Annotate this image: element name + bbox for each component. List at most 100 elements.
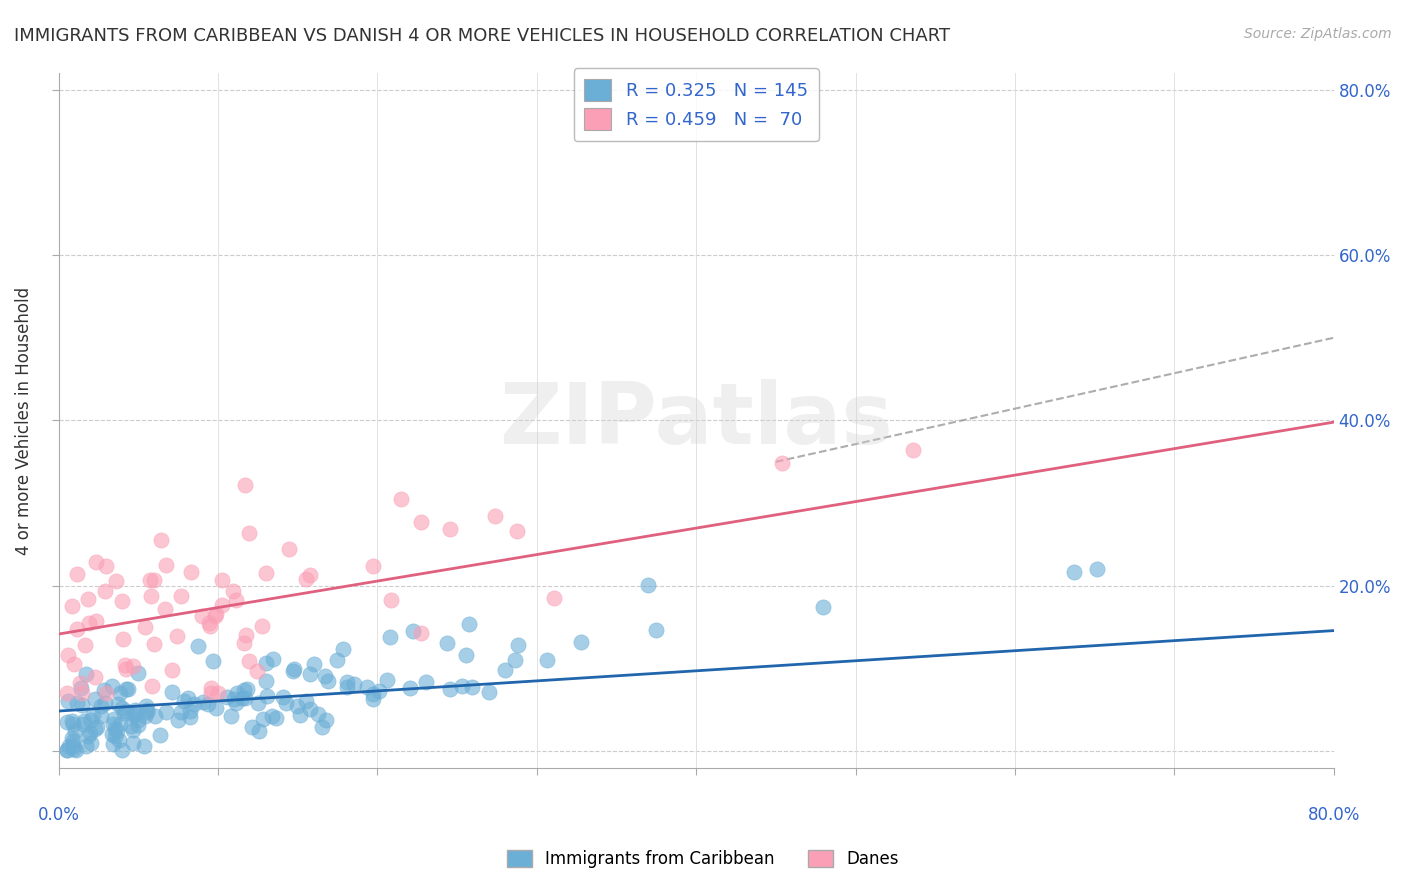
Point <box>211 573 233 587</box>
Point <box>70 681 93 695</box>
Point <box>233 691 256 706</box>
Point <box>1063 566 1085 580</box>
Point <box>180 565 202 579</box>
Point <box>342 677 364 691</box>
Point <box>155 558 177 572</box>
Point <box>222 692 245 706</box>
Point <box>143 637 166 651</box>
Point <box>134 620 156 634</box>
Point <box>111 701 134 715</box>
Point <box>505 524 527 539</box>
Point <box>254 566 277 581</box>
Point <box>94 558 117 573</box>
Point <box>409 625 432 640</box>
Point <box>332 641 354 656</box>
Point <box>55 686 77 700</box>
Point <box>271 690 294 705</box>
Point <box>238 526 260 541</box>
Point <box>127 717 149 731</box>
Point <box>94 696 117 710</box>
Point <box>65 623 87 637</box>
Point <box>250 619 273 633</box>
Point <box>80 713 103 727</box>
Point <box>236 681 259 696</box>
Point <box>114 658 136 673</box>
Point <box>135 698 157 713</box>
Point <box>222 584 245 599</box>
Point <box>294 694 316 708</box>
Point <box>637 577 659 591</box>
Y-axis label: 4 or more Vehicles in Household: 4 or more Vehicles in Household <box>15 286 32 555</box>
Point <box>238 654 260 668</box>
Point <box>298 568 321 582</box>
Point <box>478 685 501 699</box>
Point <box>86 614 108 628</box>
Point <box>75 739 97 754</box>
Point <box>62 717 84 731</box>
Point <box>225 696 247 710</box>
Point <box>111 743 134 757</box>
Point <box>380 592 402 607</box>
Point <box>200 686 222 700</box>
Point <box>207 686 229 700</box>
Point <box>318 673 340 688</box>
Point <box>361 692 384 706</box>
Point <box>120 718 142 732</box>
Point <box>770 457 793 471</box>
Point <box>219 708 242 723</box>
Point <box>225 592 247 607</box>
Point <box>235 628 257 642</box>
Point <box>191 609 214 624</box>
Point <box>115 662 138 676</box>
Point <box>543 591 565 606</box>
Point <box>90 709 112 723</box>
Point <box>65 743 87 757</box>
Point <box>79 726 101 740</box>
Point <box>298 702 321 716</box>
Point <box>63 742 86 756</box>
Point <box>283 663 305 677</box>
Point <box>72 686 94 700</box>
Point <box>202 653 225 667</box>
Point <box>285 699 308 714</box>
Point <box>141 679 163 693</box>
Point <box>111 594 134 608</box>
Point <box>176 691 198 706</box>
Point <box>108 716 131 731</box>
Point <box>247 696 270 710</box>
Point <box>135 705 157 719</box>
Point <box>104 574 127 588</box>
Point <box>226 686 249 700</box>
Point <box>127 665 149 680</box>
Point <box>457 616 479 631</box>
Point <box>83 723 105 737</box>
Point <box>101 727 124 741</box>
Point <box>122 736 145 750</box>
Point <box>82 708 104 723</box>
Point <box>256 689 278 703</box>
Point <box>436 636 458 650</box>
Point <box>75 638 97 652</box>
Point <box>124 707 146 722</box>
Point <box>901 443 924 458</box>
Point <box>231 691 253 706</box>
Point <box>60 731 83 746</box>
Point <box>58 648 80 662</box>
Point <box>277 542 299 557</box>
Point <box>484 508 506 523</box>
Point <box>62 734 84 748</box>
Point <box>450 679 472 693</box>
Point <box>114 706 136 721</box>
Point <box>314 668 336 682</box>
Point <box>247 723 270 738</box>
Point <box>134 709 156 723</box>
Point <box>307 706 329 721</box>
Point <box>60 714 83 728</box>
Text: ZIPatlas: ZIPatlas <box>499 379 893 462</box>
Point <box>240 721 263 735</box>
Point <box>86 720 108 734</box>
Point <box>295 572 318 586</box>
Point <box>361 687 384 701</box>
Point <box>378 630 401 644</box>
Point <box>105 724 128 739</box>
